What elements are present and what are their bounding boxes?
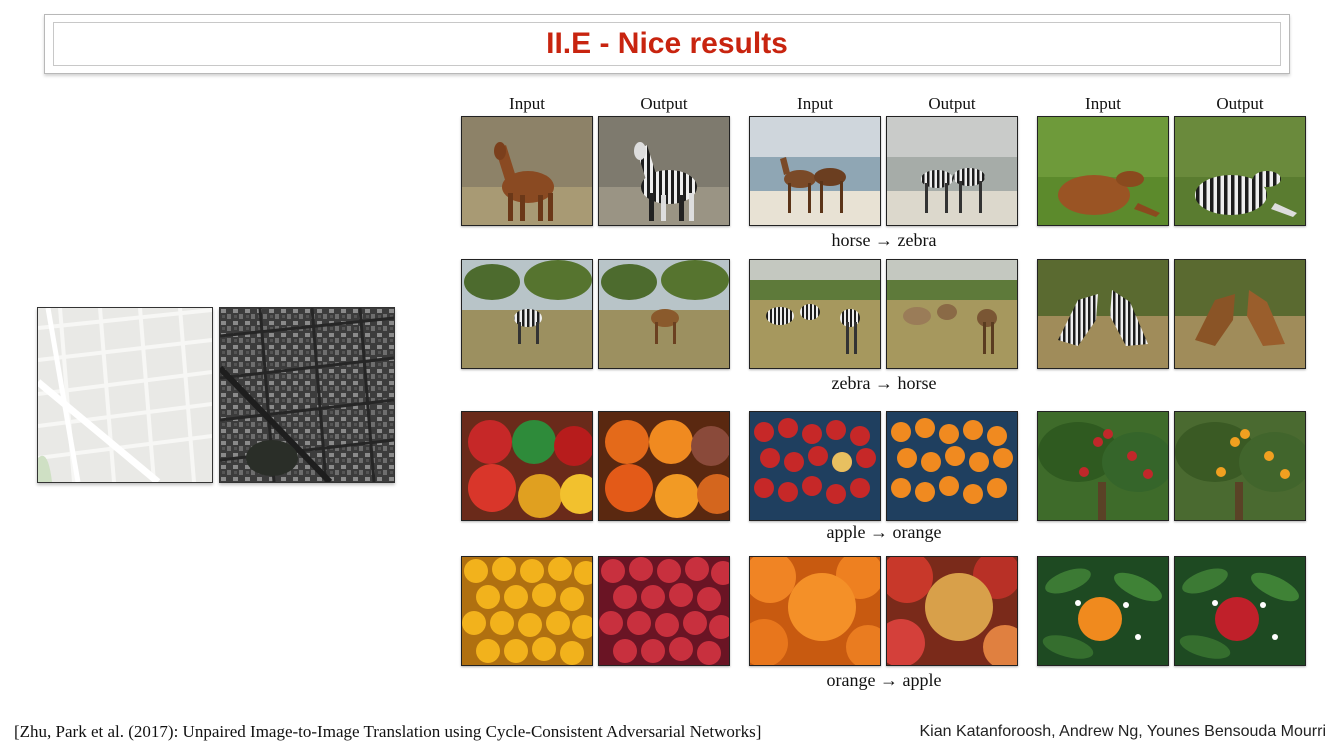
- apples-crate-photo: [749, 411, 881, 521]
- apples-pile-photo: [598, 556, 730, 666]
- zebra-herd-photo: [749, 259, 881, 369]
- zebra-photo: [598, 116, 730, 226]
- zebras-beach-photo: [886, 116, 1018, 226]
- title-inner-frame: II.E - Nice results: [53, 22, 1281, 66]
- column-header-output-3: Output: [1216, 94, 1264, 113]
- aerial-photo-image: [219, 307, 395, 483]
- apple-branch-photo: [1174, 556, 1306, 666]
- horse-savanna-photo: [598, 259, 730, 369]
- citation: [Zhu, Park et al. (2017): Unpaired Image…: [14, 722, 762, 741]
- column-header-output-1: Output: [640, 94, 688, 113]
- zebras-fighting-photo: [1037, 259, 1169, 369]
- horses-fighting-photo: [1174, 259, 1306, 369]
- zebra-grass-photo: [1174, 116, 1306, 226]
- column-header-input-2: Input: [797, 94, 833, 113]
- caption-zebra-to-horse: zebra → horse: [831, 373, 937, 393]
- apple-tree-photo: [1037, 411, 1169, 521]
- orange-tree-photo: [1174, 411, 1306, 521]
- orange-branch-photo: [1037, 556, 1169, 666]
- horse-herd-photo: [886, 259, 1018, 369]
- slide-title: II.E - Nice results: [546, 27, 788, 60]
- apples-photo: [461, 411, 593, 521]
- horses-beach-photo: [749, 116, 881, 226]
- oranges-pile-photo: [461, 556, 593, 666]
- oranges-photo: [598, 411, 730, 521]
- oranges-crate-photo: [886, 411, 1018, 521]
- column-header-input-1: Input: [509, 94, 545, 113]
- apples-closeup-photo: [886, 556, 1018, 666]
- map-image: [37, 307, 213, 483]
- title-frame: II.E - Nice results: [44, 14, 1290, 74]
- caption-orange-to-apple: orange → apple: [826, 670, 942, 690]
- oranges-closeup-photo: [749, 556, 881, 666]
- horse-photo: [461, 116, 593, 226]
- horse-grass-photo: [1037, 116, 1169, 226]
- caption-apple-to-orange: apple → orange: [826, 522, 942, 542]
- zebra-savanna-photo: [461, 259, 593, 369]
- authors: Kian Katanforoosh, Andrew Ng, Younes Ben…: [919, 723, 1327, 740]
- column-header-output-2: Output: [928, 94, 976, 113]
- column-header-input-3: Input: [1085, 94, 1121, 113]
- caption-horse-to-zebra: horse → zebra: [831, 230, 937, 250]
